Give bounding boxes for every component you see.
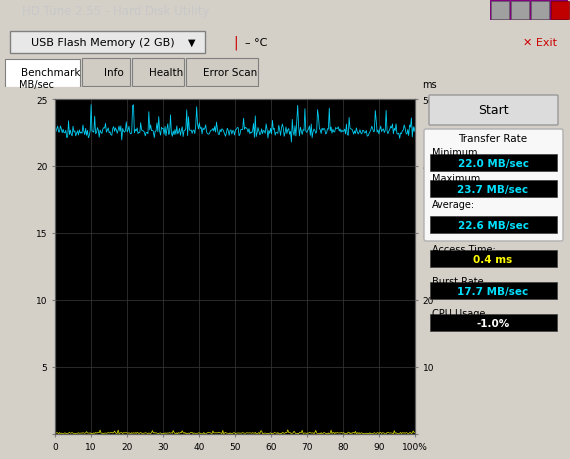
Bar	[531, 2, 549, 20]
Bar	[186, 59, 258, 87]
Text: Average:: Average:	[432, 200, 475, 210]
Text: Start: Start	[478, 104, 508, 117]
Bar	[82, 59, 130, 87]
Bar	[511, 2, 529, 20]
Text: Error Scan: Error Scan	[203, 68, 257, 78]
Bar	[491, 2, 509, 20]
Text: Benchmark: Benchmark	[21, 68, 80, 78]
Text: 23.7 MB/sec: 23.7 MB/sec	[458, 185, 528, 195]
Text: -1.0%: -1.0%	[477, 318, 510, 328]
Bar	[5, 60, 80, 88]
Text: Maximum: Maximum	[432, 174, 481, 184]
Text: Burst Rate: Burst Rate	[432, 276, 483, 286]
Text: – °C: – °C	[245, 38, 267, 48]
Text: USB Flash Memory (2 GB): USB Flash Memory (2 GB)	[31, 38, 175, 48]
Bar	[430, 314, 557, 331]
Text: CPU Usage: CPU Usage	[432, 308, 486, 318]
Bar	[430, 282, 557, 299]
Text: Health: Health	[149, 68, 183, 78]
Text: ms: ms	[422, 80, 437, 90]
Text: 22.0 MB/sec: 22.0 MB/sec	[458, 159, 528, 168]
Text: ✕ Exit: ✕ Exit	[523, 38, 557, 48]
Bar	[490, 1, 568, 21]
Bar	[551, 2, 569, 20]
Bar	[10, 32, 205, 54]
FancyBboxPatch shape	[429, 96, 558, 126]
Text: 17.7 MB/sec: 17.7 MB/sec	[457, 286, 528, 297]
Bar	[430, 180, 557, 197]
Text: HD Tune 2.55 - Hard Disk Utility: HD Tune 2.55 - Hard Disk Utility	[22, 5, 209, 17]
Bar	[430, 217, 557, 234]
Bar	[430, 155, 557, 172]
Bar	[132, 59, 184, 87]
Text: Minimum: Minimum	[432, 148, 478, 157]
Text: |: |	[233, 36, 238, 50]
Text: 22.6 MB/sec: 22.6 MB/sec	[458, 220, 528, 230]
FancyBboxPatch shape	[424, 130, 563, 241]
Text: 0.4 ms: 0.4 ms	[473, 254, 512, 264]
Bar	[430, 251, 557, 268]
Text: MB/sec: MB/sec	[19, 80, 54, 90]
Text: Transfer Rate: Transfer Rate	[458, 134, 528, 144]
Text: Info: Info	[104, 68, 124, 78]
Text: ▼: ▼	[188, 38, 195, 48]
Text: Access Time:: Access Time:	[432, 245, 496, 254]
